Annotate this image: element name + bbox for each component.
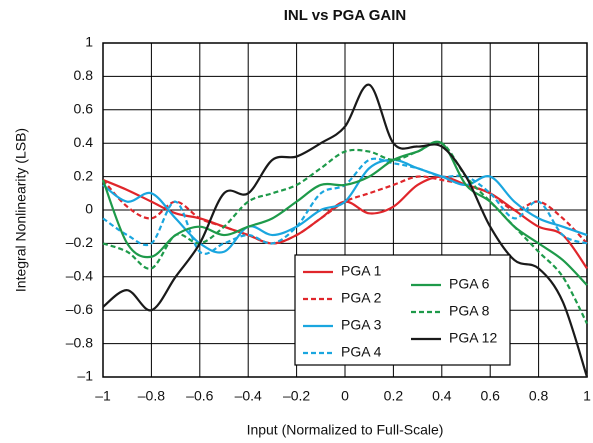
legend-label: PGA 6 bbox=[449, 276, 490, 292]
chart-title: INL vs PGA GAIN bbox=[284, 7, 407, 24]
x-tick-label: 0.6 bbox=[480, 388, 500, 404]
y-axis-label: Integral Nonlinearity (LSB) bbox=[13, 128, 29, 292]
legend-label: PGA 2 bbox=[341, 290, 382, 306]
legend-label: PGA 12 bbox=[449, 330, 497, 346]
y-tick-label: –0.4 bbox=[66, 268, 93, 284]
x-tick-label: –0.2 bbox=[283, 388, 310, 404]
x-tick-label: –1 bbox=[95, 388, 111, 404]
legend-label: PGA 8 bbox=[449, 303, 490, 319]
y-tick-label: –1 bbox=[77, 368, 93, 384]
legend-label: PGA 4 bbox=[341, 344, 382, 360]
y-tick-label: –0.8 bbox=[66, 334, 93, 350]
x-tick-label: 0 bbox=[341, 388, 349, 404]
y-tick-label: 1 bbox=[85, 34, 93, 50]
x-tick-label: 0.2 bbox=[384, 388, 404, 404]
series-line bbox=[101, 140, 588, 286]
x-tick-label: –0.6 bbox=[186, 388, 213, 404]
x-tick-label: 1 bbox=[583, 388, 591, 404]
y-tick-label: –0.6 bbox=[66, 301, 93, 317]
legend: PGA 1 PGA 2 PGA 3 PGA 4 PGA 6 PGA 8 PGA 12 bbox=[294, 254, 511, 366]
x-tick-label: –0.4 bbox=[235, 388, 262, 404]
legend-box bbox=[294, 254, 511, 366]
legend-label: PGA 1 bbox=[341, 263, 382, 279]
legend-label: PGA 3 bbox=[341, 317, 382, 333]
x-axis-label: Input (Normalized to Full-Scale) bbox=[247, 422, 444, 438]
x-tick-label: –0.8 bbox=[138, 388, 165, 404]
x-tick-label: 0.4 bbox=[432, 388, 452, 404]
y-tick-label: 0.8 bbox=[74, 67, 94, 83]
y-tick-label: 0.2 bbox=[74, 167, 94, 183]
y-tick-label: 0 bbox=[85, 201, 93, 217]
y-tick-label: 0.6 bbox=[74, 101, 94, 117]
y-tick-label: –0.2 bbox=[66, 234, 93, 250]
series-line bbox=[102, 158, 588, 254]
plot-frame bbox=[102, 42, 588, 378]
y-tick-label: 0.4 bbox=[74, 134, 94, 150]
x-tick-label: 0.8 bbox=[529, 388, 549, 404]
series-line bbox=[102, 141, 588, 325]
